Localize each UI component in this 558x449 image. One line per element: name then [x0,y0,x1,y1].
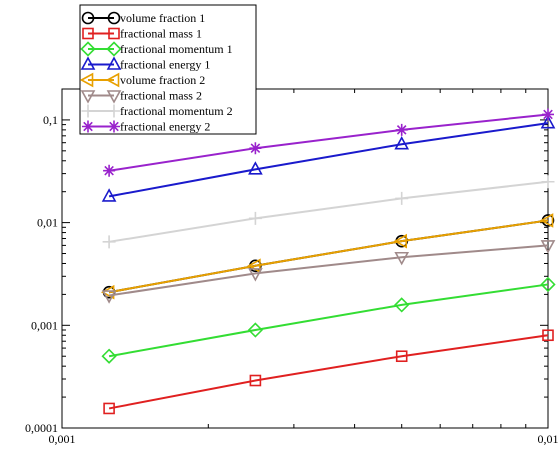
legend-item: fractional momentum 2 [81,104,233,118]
data-point [394,251,410,266]
data-point [248,268,263,282]
legend-label: fractional mass 2 [120,89,202,103]
legend-item: volume fraction 2 [79,72,205,88]
y-tick-label: 0,1 [43,113,58,127]
legend-marker-left [79,72,94,88]
legend-item: fractional mass 2 [80,89,202,104]
legend-item: fractional energy 1 [80,56,210,72]
data-point [540,114,556,129]
legend-marker-right [105,72,120,88]
legend-marker-right [107,104,121,118]
series-6 [102,175,555,249]
legend-marker-left [80,41,96,57]
series-3 [101,114,556,202]
data-point [248,211,262,225]
legend-item: fractional energy 2 [82,120,210,134]
series-line [108,283,549,358]
legend-label: fractional momentum 2 [120,104,233,118]
legend-item: fractional mass 1 [82,27,202,41]
legend-item: fractional momentum 1 [80,41,233,57]
series-5 [101,240,556,304]
data-point [103,164,116,177]
data-point [247,322,264,338]
legend-marker-left [81,104,95,118]
series-line [108,122,549,198]
legend-marker-left [80,56,96,70]
data-point [395,350,408,363]
data-point [101,290,117,304]
series-line [108,113,549,172]
legend-marker-right [107,11,121,25]
legend-marker-left [80,90,96,104]
data-point [542,329,554,342]
legend-marker-right [108,27,120,40]
legend-label: fractional mass 1 [120,27,202,41]
data-point [101,348,117,364]
data-point [542,108,554,121]
series-1 [103,329,554,415]
data-point [395,123,408,136]
data-point [102,235,116,249]
legend-marker-right [106,90,122,104]
data-point [249,374,262,387]
y-tick-label: 0,0001 [25,421,58,435]
plot-frame [61,88,549,429]
data-point [394,297,410,313]
data-point [101,188,117,202]
data-point [541,175,555,189]
legend-marker-right [108,120,120,133]
series-2 [101,276,556,364]
data-point [539,213,554,228]
legend-label: fractional energy 2 [120,120,210,134]
x-tick-label: 0,01 [538,432,558,446]
data-point [395,191,409,205]
data-point [540,276,556,293]
legend-label: fractional energy 1 [120,58,210,72]
data-point [249,142,262,155]
legend-marker-left [81,11,95,25]
data-point [248,161,263,175]
y-tick-label: 0,001 [31,318,58,332]
legend-label: volume fraction 1 [120,11,205,25]
legend-marker-left [82,120,94,133]
data-point [393,233,407,249]
series-line [108,244,549,297]
series-line [108,219,549,294]
y-tick-label: 0,01 [37,216,58,230]
series-line [108,180,549,243]
x-tick-label: 0,001 [49,432,76,446]
series-line [108,334,549,410]
legend-marker-right [106,41,122,57]
legend-marker-left [82,27,94,40]
data-point [540,240,556,254]
series-7 [103,108,554,177]
data-point [394,136,410,150]
legend-marker-right [106,56,122,70]
data-point [103,402,115,415]
legend-item: volume fraction 1 [81,11,205,25]
legend-label: volume fraction 2 [120,73,205,87]
legend-label: fractional momentum 1 [120,42,233,56]
